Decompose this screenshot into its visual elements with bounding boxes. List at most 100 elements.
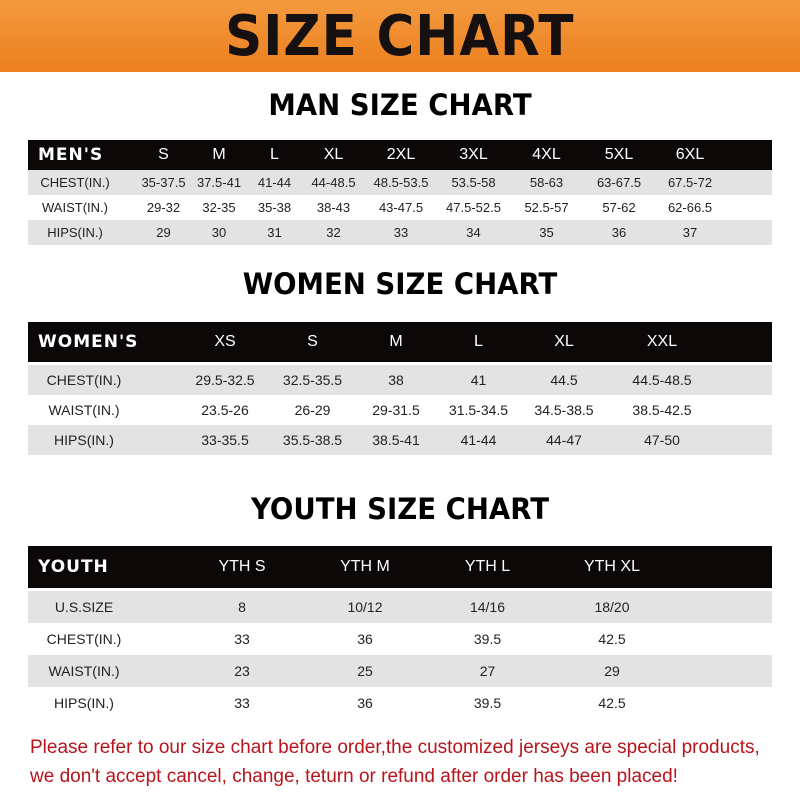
table-cell: 26-29 [294,402,331,418]
table-cell: 37.5-41 [196,175,242,190]
table-cell: 39.5 [473,695,502,711]
table-cell: 38.5-41 [372,432,420,448]
men-size-table: MEN'S S M L XL 2XL 3XL 4XL 5XL 6XL CHEST(IN.) 35-37… [28,140,772,245]
table-row: WAIST(IN.) 23 25 27 29 [28,655,772,687]
table-cell: 29-32 [146,200,181,215]
table-cell: 23.5-26 [201,402,249,418]
size-column-header: 2XL [386,146,416,163]
table-row: U.S.SIZE 8 10/12 14/16 18/20 [28,591,772,623]
notice-line-2: we don't accept cancel, change, teturn o… [30,766,678,787]
table-cell: 37 [682,225,698,240]
size-column-header: YTH L [464,558,511,575]
table-cell: 33 [234,631,250,647]
table-cell: 27 [479,663,496,679]
table-cell: 33 [393,225,409,240]
table-cell: 39.5 [473,631,502,647]
table-cell: 35.5-38.5 [282,432,343,448]
table-row: CHEST(IN.) 33 36 39.5 42.5 [28,623,772,655]
row-label: HIPS(IN.) [54,695,114,711]
size-column-header: XS [214,333,236,350]
table-cell: 34 [466,225,481,240]
table-cell: 36 [611,225,627,240]
table-cell: 32-35 [202,200,236,215]
table-cell: 14/16 [469,599,506,615]
size-column-header: XL [554,333,574,350]
table-cell: 41 [470,372,487,388]
row-label: WAIST(IN.) [48,402,120,418]
table-cell: 33-35.5 [201,432,249,448]
table-cell: 8 [238,599,246,615]
table-cell: 30 [211,225,227,240]
table-cell: 44.5 [550,372,578,388]
youth-section-title: YOUTH SIZE CHART [250,492,550,526]
table-row: WAIST(IN.) 29-32 32-35 35-38 38-43 43-47.5 47.… [28,195,772,220]
table-cell: 35-38 [257,200,292,215]
header-row: MEN'S S M L XL 2XL 3XL 4XL 5XL 6XL [28,140,772,170]
women-section-title: WOMEN SIZE CHART [242,267,558,301]
size-column-header: 4XL [532,146,561,163]
table-cell: 52.5-57 [524,200,569,215]
table-row: CHEST(IN.) 29.5-32.5 32.5-35.5 38 41 44.5 44.5… [28,365,772,395]
table-cell: 67.5-72 [667,175,713,190]
row-label: U.S.SIZE [54,599,114,615]
table-cell: 42.5 [598,631,626,647]
header-row: WOMEN'S XS S M L XL XXL [28,322,772,362]
table-cell: 38 [388,372,404,388]
table-cell: 62-66.5 [667,200,713,215]
table-row: HIPS(IN.) 33-35.5 35.5-38.5 38.5-41 41-44 44-… [28,425,772,455]
table-cell: 42.5 [598,695,626,711]
table-cell: 53.5-58 [451,175,496,190]
table-cell: 25 [357,663,373,679]
table-cell: 44-48.5 [311,175,356,190]
size-column-header: L [474,333,483,350]
table-cell: 36 [357,695,373,711]
youth-size-table: YOUTH YTH S YTH M YTH L YTH XL U.S.SIZE 8 10/12… [28,546,772,719]
table-cell: 47.5-52.5 [446,200,501,215]
row-label: CHEST(IN.) [46,372,122,388]
table-header-label: WOMEN'S [38,332,139,352]
table-cell: 34.5-38.5 [534,402,594,418]
table-cell: 33 [234,695,250,711]
table-cell: 31.5-34.5 [448,402,509,418]
table-cell: 44-47 [546,432,582,448]
table-cell: 36 [357,631,373,647]
row-label: HIPS(IN.) [54,432,114,448]
size-column-header: 5XL [604,146,634,163]
size-column-header: XL [323,146,344,163]
table-row: HIPS(IN.) 33 36 39.5 42.5 [28,687,772,719]
header-row: YOUTH YTH S YTH M YTH L YTH XL [28,546,772,588]
table-cell: 57-62 [602,200,636,215]
size-column-header: YTH XL [583,558,640,575]
table-cell: 38-43 [316,200,351,215]
size-column-header: XXL [646,333,678,350]
row-label: CHEST(IN.) [46,631,122,647]
table-cell: 38.5-42.5 [632,402,692,418]
table-cell: 18/20 [594,599,630,615]
table-cell: 29 [604,663,620,679]
table-cell: 32 [326,225,341,240]
table-cell: 43-47.5 [378,200,424,215]
size-column-header: M [212,146,226,163]
table-header-label: MEN'S [38,145,104,165]
table-cell: 35 [539,225,554,240]
size-column-header: S [158,146,169,163]
size-column-header: L [270,146,279,163]
size-column-header: YTH M [340,558,390,575]
size-column-header: YTH S [218,558,266,575]
size-column-header: 3XL [459,146,488,163]
table-cell: 31 [267,225,282,240]
table-cell: 35-37.5 [141,175,186,190]
table-row: WAIST(IN.) 23.5-26 26-29 29-31.5 31.5-34.5 34… [28,395,772,425]
row-label: WAIST(IN.) [42,200,108,215]
row-label: CHEST(IN.) [40,175,110,190]
table-row: CHEST(IN.) 35-37.5 37.5-41 41-44 44-48.5 48.5… [28,170,772,195]
table-cell: 63-67.5 [596,175,642,190]
men-section-title: MAN SIZE CHART [268,88,532,122]
page-title: SIZE CHART [225,3,575,69]
table-cell: 58-63 [529,175,564,190]
size-column-header: S [307,333,318,350]
women-size-table: WOMEN'S XS S M L XL XXL CHEST(IN.) 29.5-32.5 32.5… [28,322,772,455]
size-column-header: M [389,333,403,350]
table-cell: 48.5-53.5 [373,175,429,190]
table-row: HIPS(IN.) 29 30 31 32 33 34 35 36 37 [28,220,772,245]
